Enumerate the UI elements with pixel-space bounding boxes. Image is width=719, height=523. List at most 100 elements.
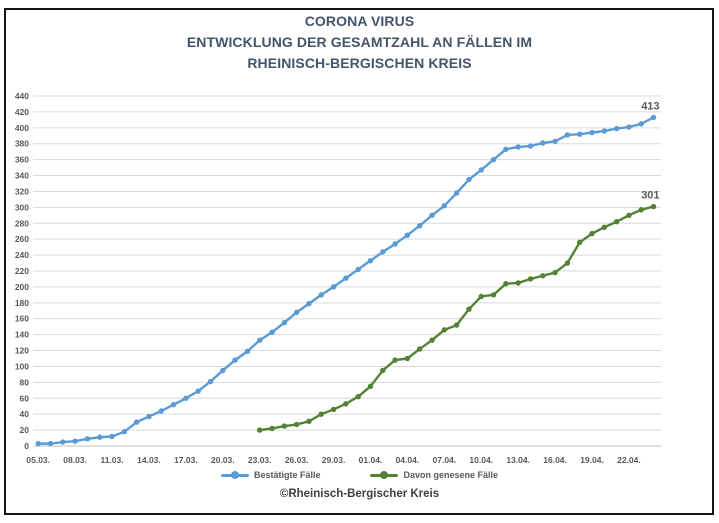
series-marker bbox=[146, 413, 152, 420]
series-marker bbox=[392, 357, 398, 363]
series-end-label: 301 bbox=[641, 190, 659, 202]
series-marker bbox=[306, 300, 312, 307]
series-marker bbox=[318, 411, 324, 417]
chart-title-line2: ENTWICKLUNG DER GESAMTZAHL AN FÄLLEN IM bbox=[186, 34, 533, 50]
series-marker bbox=[72, 438, 78, 444]
series-marker bbox=[577, 131, 583, 137]
series-marker bbox=[170, 401, 177, 408]
series-marker bbox=[318, 292, 324, 298]
x-axis-tick-label: 11.03. bbox=[100, 455, 123, 465]
x-axis-tick-label: 22.04. bbox=[617, 455, 641, 465]
series-marker bbox=[589, 129, 595, 136]
chart-title: CORONA VIRUS ENTWICKLUNG DER GESAMTZAHL … bbox=[0, 11, 719, 74]
series-marker bbox=[466, 306, 472, 312]
y-axis-tick-label: 240 bbox=[15, 250, 29, 260]
series-marker bbox=[478, 167, 484, 173]
legend-label-bestaetigte-faelle: Bestätigte Fälle bbox=[253, 470, 321, 480]
y-axis-tick-label: 40 bbox=[20, 409, 30, 419]
series-marker bbox=[613, 218, 620, 225]
series-marker bbox=[281, 423, 288, 429]
series-marker bbox=[540, 273, 546, 279]
series-marker bbox=[626, 212, 632, 219]
legend-line-marker-icon bbox=[220, 471, 249, 479]
y-axis-tick-label: 320 bbox=[15, 186, 29, 196]
series-marker bbox=[269, 329, 275, 335]
series-marker bbox=[97, 434, 103, 440]
legend-dot bbox=[380, 471, 389, 479]
series-marker bbox=[429, 212, 435, 219]
series-marker bbox=[638, 121, 644, 127]
series-marker bbox=[466, 176, 472, 183]
series-marker bbox=[429, 337, 435, 343]
series-marker bbox=[47, 440, 54, 447]
y-axis-tick-label: 360 bbox=[15, 155, 29, 165]
y-axis-tick-label: 380 bbox=[15, 139, 29, 149]
series-marker bbox=[564, 260, 571, 266]
series-marker bbox=[515, 144, 521, 150]
series-marker bbox=[601, 224, 608, 230]
y-axis-tick-label: 120 bbox=[15, 346, 29, 356]
series-marker bbox=[503, 146, 509, 152]
series-marker bbox=[417, 346, 423, 352]
series-marker bbox=[355, 393, 361, 400]
legend-item-bestaetigte-faelle: Bestätigte Fälle bbox=[220, 470, 321, 480]
series-marker bbox=[417, 222, 423, 229]
series-marker bbox=[343, 275, 349, 281]
series-marker bbox=[367, 257, 374, 264]
series-marker bbox=[404, 355, 411, 362]
series-marker bbox=[293, 421, 300, 428]
series-marker bbox=[626, 124, 632, 130]
legend-dot bbox=[230, 471, 239, 479]
series-marker bbox=[613, 125, 620, 132]
series-marker bbox=[158, 408, 164, 414]
series-marker bbox=[133, 419, 140, 425]
series-marker bbox=[60, 439, 66, 445]
series-marker bbox=[306, 418, 312, 425]
y-axis-tick-label: 400 bbox=[15, 123, 29, 133]
series-marker bbox=[293, 309, 300, 316]
series-marker bbox=[367, 383, 374, 390]
chart-title-line3: RHEINISCH-BERGISCHEN KREIS bbox=[247, 55, 472, 71]
series-marker bbox=[380, 249, 386, 255]
y-axis-tick-label: 60 bbox=[20, 393, 30, 403]
x-axis-tick-label: 16.04. bbox=[543, 455, 567, 465]
x-axis-tick-label: 08.03. bbox=[63, 455, 87, 465]
series-marker bbox=[564, 132, 571, 138]
series-marker bbox=[343, 401, 349, 407]
series-marker bbox=[380, 367, 386, 374]
series-marker bbox=[527, 276, 534, 282]
series-end-label: 413 bbox=[641, 100, 659, 112]
series-marker bbox=[195, 388, 201, 394]
y-axis-tick-label: 440 bbox=[15, 91, 29, 101]
series-marker bbox=[441, 203, 448, 209]
series-marker bbox=[109, 433, 115, 440]
series-marker bbox=[183, 395, 189, 401]
y-axis-tick-label: 260 bbox=[15, 234, 29, 244]
x-axis-tick-label: 01.04. bbox=[359, 455, 383, 465]
series-marker bbox=[244, 348, 251, 355]
x-axis-tick-label: 17.03. bbox=[174, 455, 198, 465]
y-axis-tick-label: 220 bbox=[15, 266, 29, 276]
y-axis-tick-label: 20 bbox=[20, 425, 30, 435]
series-marker bbox=[638, 207, 644, 213]
y-axis-tick-label: 100 bbox=[15, 361, 29, 371]
y-axis-tick-label: 140 bbox=[15, 330, 29, 340]
series-marker bbox=[650, 114, 657, 121]
series-marker bbox=[355, 266, 361, 273]
series-marker bbox=[330, 284, 337, 290]
y-axis-tick-label: 80 bbox=[20, 377, 30, 387]
x-axis-tick-label: 20.03. bbox=[211, 455, 235, 465]
series-marker bbox=[552, 138, 558, 145]
y-axis-tick-label: 420 bbox=[15, 107, 29, 117]
series-marker bbox=[269, 425, 275, 432]
y-axis-tick-label: 160 bbox=[15, 314, 29, 324]
y-axis-tick-label: 0 bbox=[24, 441, 29, 451]
series-marker bbox=[392, 241, 398, 247]
x-axis-tick-label: 26.03. bbox=[285, 455, 309, 465]
legend-line-marker-icon bbox=[370, 471, 399, 479]
x-axis-tick-label: 05.03. bbox=[26, 455, 50, 465]
series-marker bbox=[650, 203, 657, 210]
series-marker bbox=[478, 293, 484, 300]
series-marker bbox=[257, 427, 263, 433]
